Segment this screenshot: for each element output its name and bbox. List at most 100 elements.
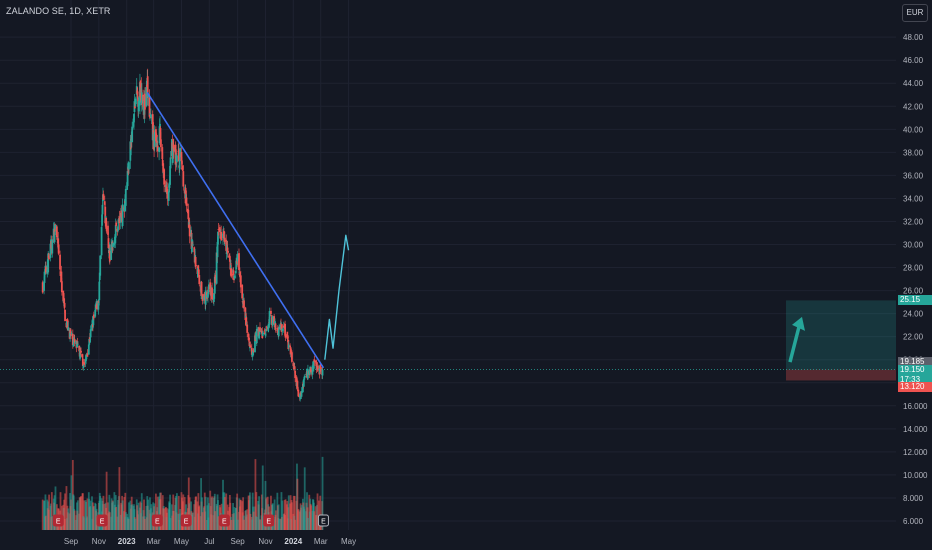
candle-body: [136, 90, 139, 94]
candle-body: [315, 362, 318, 370]
volume-bar: [207, 497, 209, 530]
candle-body: [44, 271, 46, 273]
candle-body: [217, 229, 220, 230]
candle-body: [92, 314, 95, 319]
volume-bar: [131, 504, 134, 530]
candle-body: [229, 259, 232, 270]
volume-bar: [63, 499, 66, 530]
candle-body: [207, 284, 210, 289]
candle-body: [218, 227, 221, 233]
last-price-tag: 19.150: [898, 364, 932, 375]
volume-bar: [54, 486, 57, 530]
candle-body: [89, 329, 92, 338]
x-tick-label: Nov: [258, 537, 272, 546]
volume-bar: [198, 505, 201, 530]
volume-bar: [289, 495, 292, 530]
candle-body: [119, 212, 122, 223]
candle-body: [53, 227, 56, 243]
candle-body: [114, 225, 117, 238]
volume-bar: [99, 496, 102, 530]
candle-body: [291, 352, 293, 362]
volume-bar: [276, 505, 279, 530]
y-tick-label: 38.00: [903, 148, 924, 157]
candle-body: [220, 231, 223, 240]
volume-bar: [252, 511, 255, 530]
volume-bar: [236, 519, 239, 530]
currency-button[interactable]: EUR: [902, 4, 928, 22]
earnings-marker: [52, 514, 64, 527]
x-tick-label: Nov: [92, 537, 106, 546]
long-position-box: [786, 300, 896, 381]
candle-body: [245, 317, 248, 327]
candle-body: [239, 275, 242, 288]
candle-body: [231, 273, 234, 276]
candle-body: [123, 199, 126, 211]
candle-body: [44, 266, 47, 273]
candle-body: [289, 345, 292, 347]
candle-body: [252, 350, 255, 356]
candle-body: [130, 138, 133, 148]
candle-body: [223, 237, 226, 242]
symbol-title: ZALANDO SE, 1D, XETR: [6, 6, 111, 16]
volume-bar: [81, 493, 84, 530]
volume-bar: [150, 504, 153, 530]
candle-body: [200, 281, 203, 295]
candle-body: [174, 144, 177, 165]
y-tick-label: 34.00: [903, 194, 924, 203]
candle-body: [152, 128, 155, 141]
candle-body: [144, 93, 146, 110]
candle-body: [101, 204, 104, 215]
y-tick-label: 16.000: [903, 402, 928, 411]
candle-body: [211, 287, 213, 300]
candle-body: [257, 328, 260, 337]
candle-body: [88, 339, 91, 345]
candle-body: [92, 315, 95, 326]
up-arrow-shaft: [788, 322, 802, 363]
volume-bar: [124, 492, 127, 530]
y-tick-label: 32.00: [903, 217, 924, 226]
volume-bar: [300, 505, 303, 530]
earnings-marker: [151, 514, 163, 527]
candle-body: [96, 303, 98, 310]
volume-bar: [182, 494, 185, 530]
volume-bar: [191, 512, 194, 530]
candle-body: [103, 201, 106, 205]
candle-body: [146, 76, 149, 99]
volume-bar: [121, 500, 124, 530]
candle-body: [57, 244, 60, 254]
candle-body: [191, 244, 194, 246]
volume-bar: [51, 516, 54, 530]
candle-body: [113, 242, 116, 246]
candle-body: [156, 145, 159, 152]
volume-bar: [43, 500, 46, 530]
candle-body: [292, 363, 295, 367]
candle-body: [261, 333, 264, 336]
candle-body: [85, 354, 87, 361]
volume-bar: [48, 494, 50, 530]
candle-body: [299, 392, 302, 394]
volume-bar: [203, 492, 206, 530]
candle-body: [270, 317, 273, 325]
volume-bar: [108, 512, 111, 530]
volume-bar: [310, 505, 313, 530]
candle-body: [51, 239, 54, 254]
candle-body: [267, 325, 270, 332]
volume-bar: [207, 503, 210, 530]
candle-body: [46, 265, 49, 274]
volume-bar: [195, 496, 197, 530]
volume-bar: [50, 492, 53, 530]
candle-body: [295, 376, 298, 386]
candle-body: [265, 326, 268, 328]
candle-body: [151, 114, 154, 141]
x-tick-label: Mar: [147, 537, 161, 546]
volume-bar: [217, 500, 219, 530]
candle-body: [270, 314, 273, 316]
candle-body: [98, 281, 101, 301]
candle-body: [314, 360, 317, 363]
candle-body: [187, 221, 190, 228]
forecast-curve: [324, 234, 350, 360]
candle-body: [137, 100, 140, 112]
candle-body: [177, 149, 180, 162]
candle-body: [239, 273, 241, 277]
